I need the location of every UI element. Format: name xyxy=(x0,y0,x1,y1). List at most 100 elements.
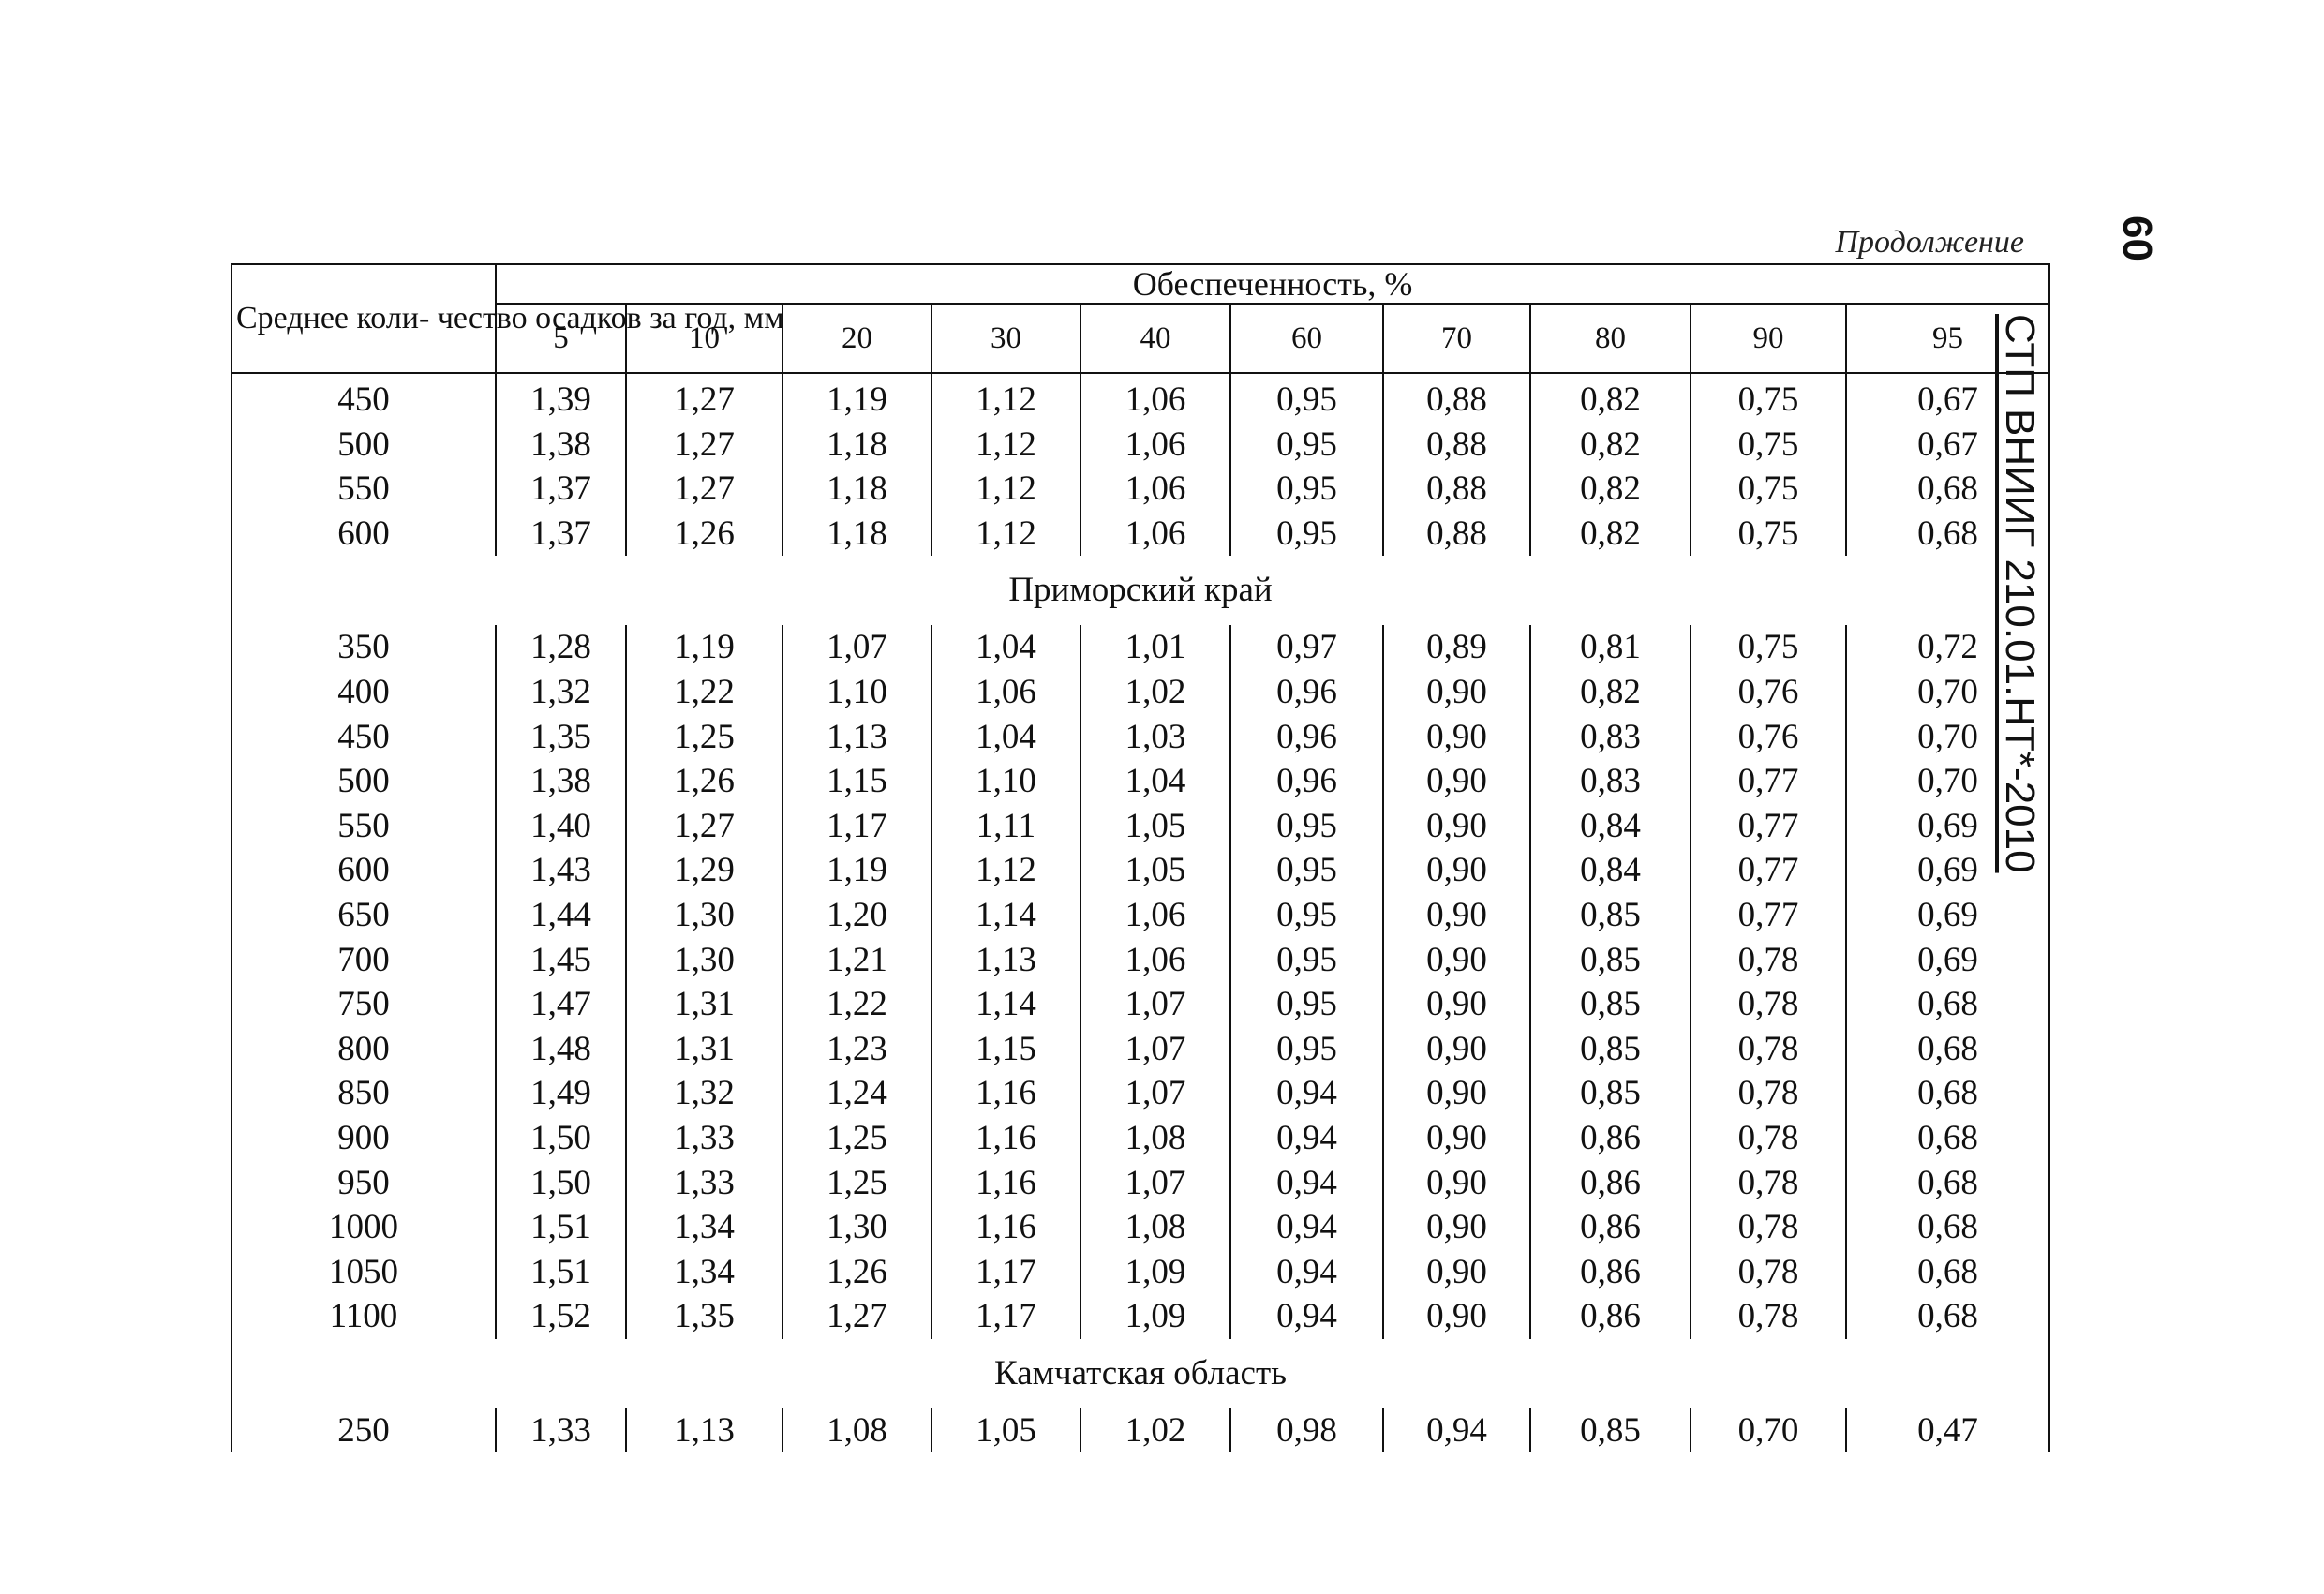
coefficient-cell: 1,40 xyxy=(495,803,627,849)
coefficient-cell: 0,86 xyxy=(1529,1294,1691,1339)
precipitation-cell: 800 xyxy=(231,1026,497,1072)
coefficient-cell: 1,21 xyxy=(782,937,932,983)
column-header-percent: 20 xyxy=(782,303,932,374)
coefficient-cell: 1,29 xyxy=(625,848,783,893)
coefficient-cell: 0,86 xyxy=(1529,1115,1691,1161)
coefficient-cell: 0,88 xyxy=(1382,422,1531,468)
coefficient-cell: 0,95 xyxy=(1229,373,1384,423)
coefficient-cell: 1,35 xyxy=(625,1294,783,1339)
coefficient-cell: 1,10 xyxy=(782,669,932,715)
coefficient-cell: 1,13 xyxy=(782,714,932,760)
coefficient-cell: 1,32 xyxy=(625,1071,783,1116)
coefficient-cell: 1,47 xyxy=(495,982,627,1027)
precipitation-cell: 600 xyxy=(231,511,497,557)
table-row: 450 1,39 1,27 1,19 1,12 1,06 0,95 0,88 0,82 0,75 0… xyxy=(231,373,2051,423)
coefficient-cell: 1,18 xyxy=(782,511,932,557)
precipitation-cell: 500 xyxy=(231,759,497,804)
coefficient-cell: 1,16 xyxy=(931,1071,1081,1116)
coefficient-cell: 1,31 xyxy=(625,982,783,1027)
coefficient-cell: 1,38 xyxy=(495,422,627,468)
coefficient-cell: 0,86 xyxy=(1529,1160,1691,1206)
coefficient-cell: 1,06 xyxy=(1080,892,1231,938)
coefficient-cell: 0,69 xyxy=(1844,848,2051,893)
coefficient-cell: 1,32 xyxy=(495,669,627,715)
coefficient-cell: 0,69 xyxy=(1844,937,2051,983)
table-row: 750 1,47 1,31 1,22 1,14 1,07 0,95 0,90 0,85 0,78 0… xyxy=(231,982,2051,1027)
coefficient-cell: 0,68 xyxy=(1844,511,2051,557)
section-row: Камчатская область xyxy=(230,1338,2051,1408)
coefficient-cell: 1,49 xyxy=(495,1071,627,1116)
table-row: 700 1,45 1,30 1,21 1,13 1,06 0,95 0,90 0,85 0,78 0… xyxy=(231,937,2051,983)
coefficient-cell: 0,70 xyxy=(1844,759,2051,804)
table-row: 600 1,37 1,26 1,18 1,12 1,06 0,95 0,88 0,82 0,75 0… xyxy=(231,511,2051,557)
coefficient-cell: 1,02 xyxy=(1080,1408,1231,1453)
coefficient-cell: 0,82 xyxy=(1529,422,1691,468)
coefficient-cell: 1,17 xyxy=(782,803,932,849)
coefficient-cell: 0,83 xyxy=(1529,714,1691,760)
coefficient-cell: 0,75 xyxy=(1690,467,1847,512)
coefficient-cell: 0,96 xyxy=(1229,669,1384,715)
coefficient-cell: 1,04 xyxy=(1080,759,1231,804)
coefficient-cell: 0,95 xyxy=(1229,803,1384,849)
coefficient-cell: 1,04 xyxy=(931,714,1081,760)
coefficient-cell: 1,15 xyxy=(782,759,932,804)
coefficient-cell: 1,25 xyxy=(782,1160,932,1206)
coefficient-cell: 1,51 xyxy=(495,1249,627,1295)
precipitation-cell: 500 xyxy=(231,422,497,468)
coefficient-cell: 0,72 xyxy=(1844,625,2051,670)
coefficient-cell: 1,15 xyxy=(931,1026,1081,1072)
coefficient-cell: 0,78 xyxy=(1690,982,1847,1027)
coefficient-cell: 0,84 xyxy=(1529,803,1691,849)
coefficient-cell: 0,83 xyxy=(1529,759,1691,804)
coefficient-cell: 1,23 xyxy=(782,1026,932,1072)
coefficient-cell: 0,78 xyxy=(1690,1249,1847,1295)
coefficient-cell: 1,51 xyxy=(495,1205,627,1250)
coefficient-cell: 1,28 xyxy=(495,625,627,670)
column-header-percent: 70 xyxy=(1382,303,1531,374)
coefficient-cell: 1,18 xyxy=(782,422,932,468)
coefficient-cell: 0,97 xyxy=(1229,625,1384,670)
coefficient-cell: 0,90 xyxy=(1382,1026,1531,1072)
coefficient-cell: 0,95 xyxy=(1229,892,1384,938)
coefficient-cell: 0,68 xyxy=(1844,1205,2051,1250)
coefficient-cell: 1,26 xyxy=(782,1249,932,1295)
coefficient-cell: 1,45 xyxy=(495,937,627,983)
column-header-percent: 10 xyxy=(625,303,783,374)
coefficient-cell: 0,78 xyxy=(1690,1071,1847,1116)
coefficient-cell: 0,85 xyxy=(1529,892,1691,938)
table-row: 600 1,43 1,29 1,19 1,12 1,05 0,95 0,90 0,84 0,77 0… xyxy=(231,848,2051,893)
coefficient-cell: 1,50 xyxy=(495,1115,627,1161)
precipitation-cell: 850 xyxy=(231,1071,497,1116)
coefficient-cell: 1,31 xyxy=(625,1026,783,1072)
coefficient-cell: 0,81 xyxy=(1529,625,1691,670)
coefficient-cell: 1,16 xyxy=(931,1205,1081,1250)
coefficient-cell: 0,78 xyxy=(1690,1026,1847,1072)
precipitation-cell: 250 xyxy=(231,1408,497,1453)
coefficient-cell: 0,96 xyxy=(1229,759,1384,804)
table-row: 850 1,49 1,32 1,24 1,16 1,07 0,94 0,90 0,85 0,78 0… xyxy=(231,1071,2051,1116)
coefficient-cell: 0,78 xyxy=(1690,937,1847,983)
precipitation-cell: 550 xyxy=(231,803,497,849)
precipitation-cell: 1100 xyxy=(231,1294,497,1339)
coefficient-cell: 1,12 xyxy=(931,511,1081,557)
coefficient-cell: 1,34 xyxy=(625,1205,783,1250)
coefficient-cell: 0,90 xyxy=(1382,759,1531,804)
coefficient-cell: 1,06 xyxy=(1080,422,1231,468)
coefficient-cell: 1,07 xyxy=(1080,1160,1231,1206)
table-row: 950 1,50 1,33 1,25 1,16 1,07 0,94 0,90 0,86 0,78 0… xyxy=(231,1160,2051,1206)
column-header-percent: 30 xyxy=(931,303,1081,374)
coefficient-cell: 0,89 xyxy=(1382,625,1531,670)
coefficient-cell: 0,95 xyxy=(1229,467,1384,512)
probability-header-row: 5 10 20 30 40 60 70 80 90 95 xyxy=(231,303,2051,374)
coefficient-cell: 1,19 xyxy=(625,625,783,670)
coefficient-cell: 0,76 xyxy=(1690,669,1847,715)
coefficient-cell: 1,27 xyxy=(782,1294,932,1339)
coefficient-cell: 1,24 xyxy=(782,1071,932,1116)
coefficient-cell: 1,13 xyxy=(931,937,1081,983)
coefficient-cell: 0,94 xyxy=(1382,1408,1531,1453)
coefficient-cell: 1,12 xyxy=(931,848,1081,893)
table-row: 500 1,38 1,26 1,15 1,10 1,04 0,96 0,90 0,83 0,77 0… xyxy=(231,759,2051,804)
coefficient-cell: 0,75 xyxy=(1690,422,1847,468)
coefficient-cell: 0,68 xyxy=(1844,1294,2051,1339)
coefficient-cell: 0,82 xyxy=(1529,373,1691,423)
